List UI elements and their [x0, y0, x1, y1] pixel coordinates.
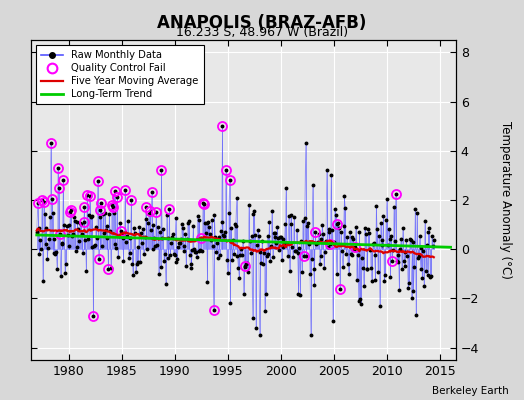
Text: Berkeley Earth: Berkeley Earth: [432, 386, 508, 396]
Text: 16.233 S, 48.967 W (Brazil): 16.233 S, 48.967 W (Brazil): [176, 26, 348, 39]
Text: ANAPOLIS (BRAZ-AFB): ANAPOLIS (BRAZ-AFB): [157, 14, 367, 32]
Legend: Raw Monthly Data, Quality Control Fail, Five Year Moving Average, Long-Term Tren: Raw Monthly Data, Quality Control Fail, …: [37, 45, 204, 104]
Y-axis label: Temperature Anomaly (°C): Temperature Anomaly (°C): [498, 121, 511, 279]
